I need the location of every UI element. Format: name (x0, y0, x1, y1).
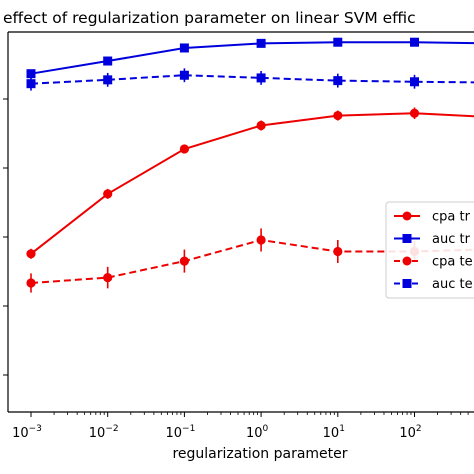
series-line (30, 74, 474, 85)
series-auc-tr (26, 37, 474, 79)
series-line (30, 41, 474, 75)
legend: cpa tr auc tr cpa te auc te (385, 201, 474, 299)
data-point (103, 189, 113, 199)
data-point (333, 37, 343, 47)
data-point (410, 77, 419, 87)
data-point (333, 110, 343, 121)
x-tick-label: 100 (246, 424, 269, 441)
x-tick-label: 10−3 (12, 424, 42, 441)
data-point (333, 246, 343, 257)
legend-entry: auc te (394, 277, 473, 292)
x-tick-label: 102 (399, 424, 421, 441)
data-point (410, 37, 419, 47)
data-point (26, 249, 36, 259)
plot-frame (7, 31, 474, 413)
legend-entry: auc tr (394, 232, 471, 247)
legend-marker (402, 279, 412, 288)
legend-label: cpa te (432, 255, 473, 270)
data-point (256, 73, 266, 83)
legend-box (385, 201, 474, 299)
data-point (256, 38, 266, 48)
data-point (256, 120, 266, 131)
legend-label: auc te (432, 277, 473, 292)
data-point (26, 79, 36, 89)
data-point (333, 76, 343, 86)
legend-label: auc tr (432, 232, 471, 247)
legend-marker (402, 211, 412, 221)
legend-marker (402, 256, 412, 266)
data-point (409, 108, 420, 118)
x-tick-label: 101 (323, 424, 345, 441)
series-auc-te (26, 68, 474, 91)
y-axis (3, 98, 8, 376)
data-point (26, 278, 36, 288)
legend-entry: cpa tr (394, 210, 471, 225)
x-axis: 10−3 10−2 10−1 100 101 102 (12, 412, 469, 441)
x-tick-label: 10−2 (89, 424, 119, 441)
x-tick-label: 10−1 (165, 424, 195, 441)
data-point (179, 70, 189, 80)
data-point (103, 56, 113, 66)
legend-label: cpa tr (432, 210, 471, 225)
series-cpa-tr (26, 107, 474, 259)
x-axis-label: regularization parameter (172, 446, 347, 462)
data-point (26, 69, 36, 79)
data-point (103, 75, 113, 85)
legend-entry: cpa te (394, 255, 473, 270)
legend-marker (402, 234, 412, 243)
data-point (179, 144, 189, 154)
data-point (179, 43, 189, 53)
chart-title: effect of regularization parameter on li… (3, 9, 416, 27)
data-point (256, 235, 266, 245)
data-point (179, 256, 189, 266)
data-point (103, 273, 113, 283)
